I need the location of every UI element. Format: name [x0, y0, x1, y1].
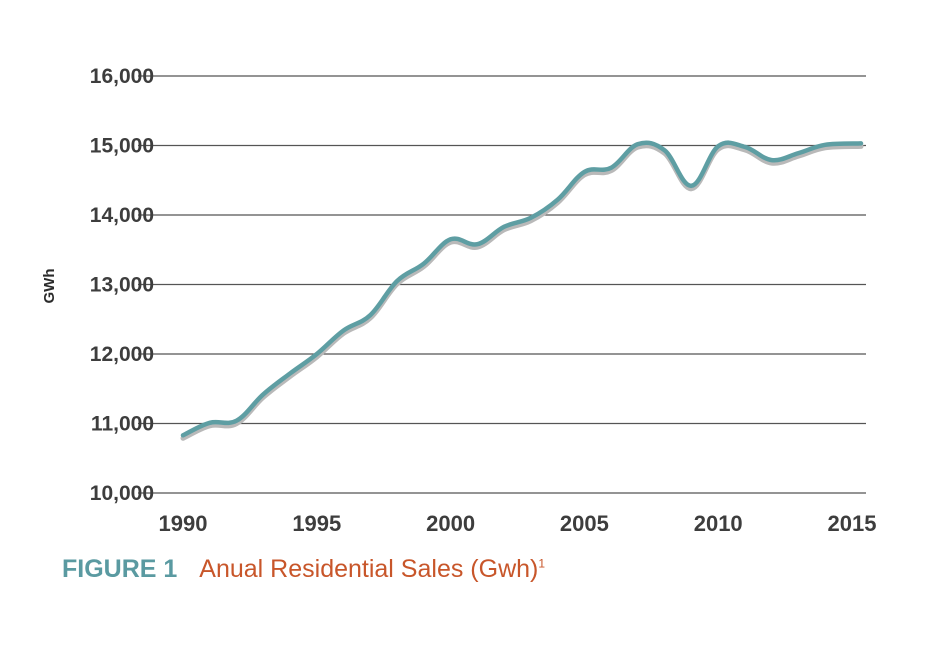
x-tick-label: 2015 — [828, 511, 877, 536]
x-tick-label: 2010 — [694, 511, 743, 536]
y-tick-label: 15,000 — [90, 135, 154, 158]
y-tick-label: 14,000 — [90, 204, 154, 227]
y-axis-ticks: 10,000 11,000 12,000 13,000 14,000 15,000 16,0… — [90, 65, 154, 505]
gridlines — [138, 75, 866, 494]
series-line-shadow — [180, 143, 864, 441]
x-tick-label: 1990 — [159, 511, 208, 536]
figure-caption: FIGURE 1 Anual Residential Sales (Gwh)1 — [62, 555, 545, 584]
x-tick-label: 2000 — [426, 511, 475, 536]
series-lines — [180, 140, 864, 441]
y-tick-label: 13,000 — [90, 274, 154, 297]
x-axis-ticks: 1990 1995 2000 2005 2010 2015 — [159, 511, 877, 536]
y-tick-label: 11,000 — [91, 413, 154, 436]
figure-title: Anual Residential Sales (Gwh) — [199, 555, 539, 583]
footnote-marker: 1 — [538, 556, 546, 571]
x-tick-label: 2005 — [560, 511, 609, 536]
x-tick-label: 1995 — [292, 511, 341, 536]
series-line — [180, 140, 864, 438]
y-axis-label: GWh — [41, 269, 58, 304]
y-tick-label: 10,000 — [90, 482, 154, 505]
y-tick-label: 12,000 — [90, 343, 154, 366]
figure-label: FIGURE 1 — [62, 555, 178, 583]
y-tick-label: 16,000 — [90, 65, 154, 88]
